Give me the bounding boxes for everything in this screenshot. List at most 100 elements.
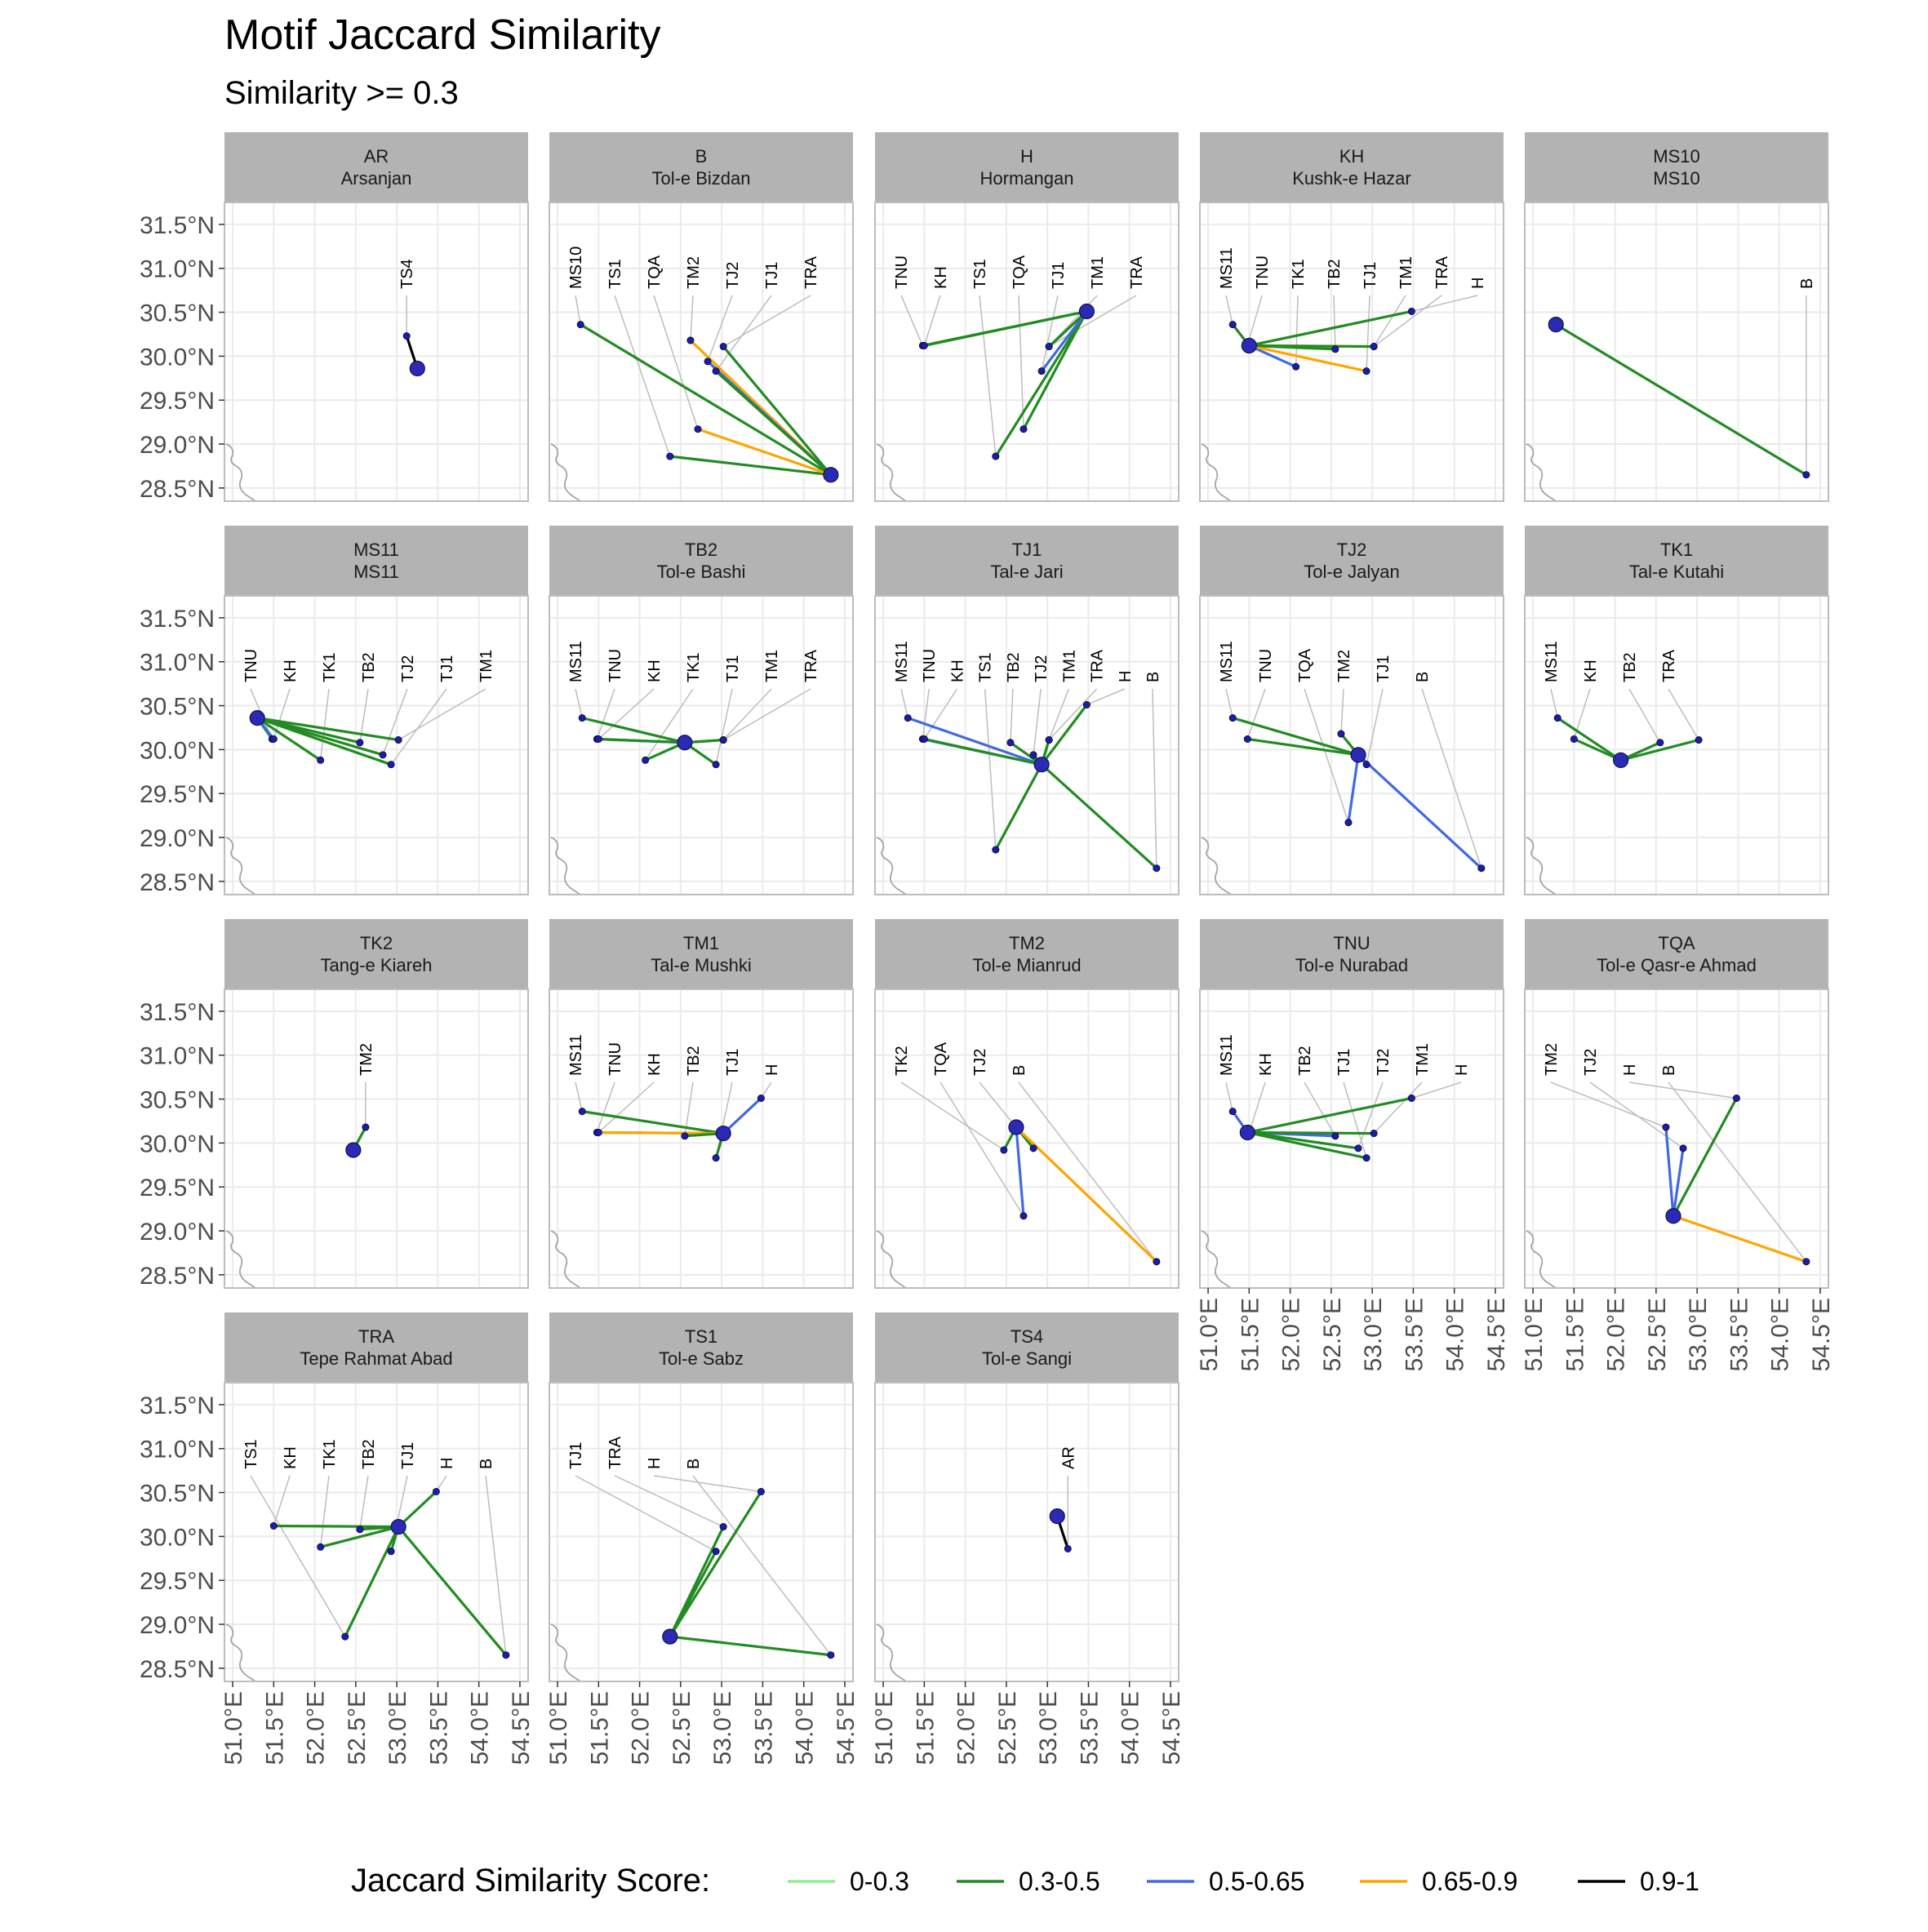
site-label: AR (1060, 1446, 1077, 1469)
y-tick-label: 30.5°N (140, 1481, 215, 1508)
x-tick-label: 53.5°E (425, 1691, 452, 1765)
site-point (694, 425, 702, 433)
center-site-point (1078, 303, 1095, 320)
site-label: H (763, 1064, 781, 1076)
x-tick-label: 52.0°E (628, 1691, 655, 1765)
label-leader-line (1018, 295, 1024, 429)
site-point (1802, 1258, 1810, 1266)
label-leader-line (575, 688, 583, 718)
facet-panel-background (224, 596, 528, 895)
site-point (1695, 736, 1703, 744)
site-point (1331, 1132, 1339, 1140)
link-tk1-kh (1573, 738, 1622, 762)
facet-panel-border (549, 1382, 854, 1682)
site-label: KH (1582, 660, 1600, 682)
y-tick-label: 28.5°N (140, 869, 215, 896)
label-leader-line (382, 688, 408, 756)
site-label: TNU (606, 1042, 624, 1076)
legend-label: 0.65-0.9 (1422, 1867, 1517, 1896)
site-point (1153, 864, 1161, 873)
facet-strip (875, 919, 1179, 989)
site-point (1570, 735, 1578, 743)
facet-strip (875, 1312, 1179, 1383)
x-tick-label: 54.0°E (1767, 1298, 1794, 1371)
site-point (1370, 1130, 1378, 1138)
site-label: TB2 (1326, 259, 1344, 289)
label-leader-line (390, 688, 447, 766)
label-leader-line (575, 1081, 583, 1112)
link-tnu-tm1 (1247, 1130, 1375, 1135)
facet-strip (1525, 526, 1828, 596)
facet-strip-name: Tol-e Qasr-e Ahmad (1597, 955, 1757, 975)
x-tick-label: 51.5°E (1237, 1298, 1264, 1371)
site-point (502, 1651, 510, 1659)
facet-panel-background (1525, 202, 1828, 501)
x-tick-label: 51.0°E (220, 1691, 247, 1765)
facet-strip-code: KH (1339, 146, 1365, 167)
center-site-point (662, 1628, 678, 1645)
facet-panel-border (1199, 202, 1504, 502)
link-ts1-h (669, 1490, 762, 1637)
facet-panel-border (1524, 595, 1829, 895)
site-point (1037, 367, 1046, 375)
site-label: B (685, 1459, 703, 1469)
site-point (757, 1487, 765, 1495)
x-tick-label: 53.0°E (1035, 1691, 1062, 1765)
facet-strip-code: TNU (1333, 933, 1370, 953)
facet-strip-name: Tol-e Mianrud (972, 955, 1081, 975)
site-label: TJ2 (724, 262, 742, 289)
link-tra-b (397, 1526, 508, 1656)
x-tick-label: 51.5°E (261, 1691, 288, 1765)
center-site-point (390, 1518, 406, 1535)
label-leader-line (1246, 295, 1263, 346)
facet-panel-background (875, 202, 1179, 501)
y-tick-label: 31.5°N (140, 212, 215, 239)
label-leader-line (707, 295, 733, 362)
site-point (362, 1123, 370, 1131)
site-label: TB2 (360, 652, 378, 682)
facet-strip-code: AR (364, 146, 389, 167)
x-tick-label: 53.0°E (1360, 1298, 1387, 1371)
x-tick-label: 54.5°E (1808, 1298, 1835, 1371)
site-point (920, 341, 928, 349)
label-leader-line (692, 1475, 832, 1656)
label-leader-line (1225, 688, 1233, 718)
site-point (642, 756, 650, 764)
x-tick-label: 54.5°E (1158, 1691, 1185, 1765)
label-leader-line (319, 1475, 330, 1548)
site-point (1407, 1094, 1415, 1102)
facet-strip-name: Tol-e Nurabad (1295, 955, 1408, 975)
facet-strip (549, 919, 853, 989)
site-point (1679, 1144, 1687, 1153)
site-point (576, 321, 584, 329)
facet-strip-name: MS10 (1653, 168, 1699, 189)
y-tick-label: 30.0°N (140, 1130, 215, 1157)
facet-panel-border (874, 202, 1179, 502)
site-point (1228, 714, 1237, 722)
x-tick-label: 52.5°E (994, 1691, 1021, 1765)
y-tick-label: 28.5°N (140, 476, 215, 503)
y-tick-label: 29.0°N (140, 1219, 215, 1246)
facet-strip-code: MS10 (1653, 146, 1699, 167)
link-tj1-ms11 (907, 717, 1042, 766)
label-leader-line (1010, 688, 1014, 743)
y-tick-label: 30.0°N (140, 344, 215, 371)
facet-strip (224, 919, 528, 989)
site-label: TNU (893, 255, 911, 289)
link-tra-h (398, 1490, 438, 1528)
site-point (1020, 425, 1028, 433)
site-point (1370, 343, 1378, 351)
site-point (387, 761, 395, 769)
site-label: TRA (802, 255, 820, 289)
facet-strip-name: Tol-e Jalyan (1304, 562, 1399, 582)
site-point (1662, 1123, 1670, 1131)
site-label: TM1 (1089, 256, 1107, 289)
facet-panel-border (224, 988, 529, 1289)
y-tick-label: 31.0°N (140, 1437, 215, 1463)
site-label: TJ2 (1582, 1049, 1600, 1076)
facet-strip (1525, 132, 1828, 202)
label-leader-line (596, 1081, 615, 1133)
